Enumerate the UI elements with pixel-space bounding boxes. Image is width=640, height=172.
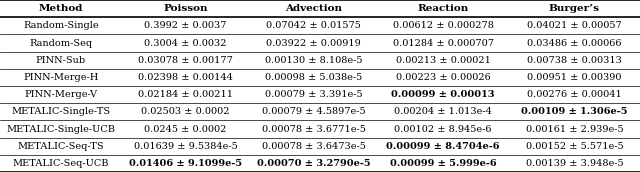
Text: 0.01284 ± 0.000707: 0.01284 ± 0.000707 bbox=[393, 39, 493, 47]
Text: 0.03922 ± 0.00919: 0.03922 ± 0.00919 bbox=[266, 39, 361, 47]
Text: 0.00152 ± 5.571e-5: 0.00152 ± 5.571e-5 bbox=[525, 142, 623, 151]
Text: 0.00078 ± 3.6473e-5: 0.00078 ± 3.6473e-5 bbox=[262, 142, 365, 151]
Text: 0.00098 ± 5.038e-5: 0.00098 ± 5.038e-5 bbox=[265, 73, 362, 82]
Text: 0.03078 ± 0.00177: 0.03078 ± 0.00177 bbox=[138, 56, 233, 65]
Text: 0.00204 ± 1.013e-4: 0.00204 ± 1.013e-4 bbox=[394, 107, 492, 116]
Text: 0.00951 ± 0.00390: 0.00951 ± 0.00390 bbox=[527, 73, 621, 82]
Text: 0.00276 ± 0.00041: 0.00276 ± 0.00041 bbox=[527, 90, 622, 99]
Text: 0.00161 ± 2.939e-5: 0.00161 ± 2.939e-5 bbox=[525, 125, 623, 133]
Text: Random-Single: Random-Single bbox=[23, 21, 99, 30]
Text: 0.00612 ± 0.000278: 0.00612 ± 0.000278 bbox=[393, 21, 493, 30]
Text: 0.00070 ± 3.2790e-5: 0.00070 ± 3.2790e-5 bbox=[257, 159, 371, 168]
Text: 0.3992 ± 0.0037: 0.3992 ± 0.0037 bbox=[145, 21, 227, 30]
Text: 0.03486 ± 0.00066: 0.03486 ± 0.00066 bbox=[527, 39, 621, 47]
Text: METALIC-Seq-UCB: METALIC-Seq-UCB bbox=[13, 159, 109, 168]
Text: 0.0245 ± 0.0002: 0.0245 ± 0.0002 bbox=[145, 125, 227, 133]
Text: METALIC-Single-UCB: METALIC-Single-UCB bbox=[6, 125, 115, 133]
Text: 0.00079 ± 4.5897e-5: 0.00079 ± 4.5897e-5 bbox=[262, 107, 365, 116]
Text: METALIC-Seq-TS: METALIC-Seq-TS bbox=[17, 142, 104, 151]
Text: Reaction: Reaction bbox=[417, 4, 469, 13]
Text: 0.00099 ± 5.999e-6: 0.00099 ± 5.999e-6 bbox=[390, 159, 497, 168]
Text: 0.01639 ± 9.5384e-5: 0.01639 ± 9.5384e-5 bbox=[134, 142, 237, 151]
Text: 0.02398 ± 0.00144: 0.02398 ± 0.00144 bbox=[138, 73, 233, 82]
Text: 0.00139 ± 3.948e-5: 0.00139 ± 3.948e-5 bbox=[525, 159, 623, 168]
Text: 0.00109 ± 1.306e-5: 0.00109 ± 1.306e-5 bbox=[521, 107, 628, 116]
Text: Random-Seq: Random-Seq bbox=[29, 39, 92, 47]
Text: 0.00078 ± 3.6771e-5: 0.00078 ± 3.6771e-5 bbox=[262, 125, 365, 133]
Text: Poisson: Poisson bbox=[163, 4, 208, 13]
Text: 0.02184 ± 0.00211: 0.02184 ± 0.00211 bbox=[138, 90, 233, 99]
Text: Burger’s: Burger’s bbox=[549, 4, 600, 13]
Text: 0.00102 ± 8.945e-6: 0.00102 ± 8.945e-6 bbox=[394, 125, 492, 133]
Text: 0.04021 ± 0.00057: 0.04021 ± 0.00057 bbox=[527, 21, 622, 30]
Text: Method: Method bbox=[38, 4, 83, 13]
Text: 0.00099 ± 0.00013: 0.00099 ± 0.00013 bbox=[392, 90, 495, 99]
Text: PINN-Merge-H: PINN-Merge-H bbox=[23, 73, 99, 82]
Text: METALIC-Single-TS: METALIC-Single-TS bbox=[12, 107, 110, 116]
Text: 0.00213 ± 0.00021: 0.00213 ± 0.00021 bbox=[396, 56, 491, 65]
Text: 0.07042 ± 0.01575: 0.07042 ± 0.01575 bbox=[266, 21, 361, 30]
Text: PINN-Sub: PINN-Sub bbox=[36, 56, 86, 65]
Text: 0.01406 ± 9.1099e-5: 0.01406 ± 9.1099e-5 bbox=[129, 159, 242, 168]
Text: 0.00099 ± 8.4704e-6: 0.00099 ± 8.4704e-6 bbox=[387, 142, 500, 151]
Text: 0.00738 ± 0.00313: 0.00738 ± 0.00313 bbox=[527, 56, 622, 65]
Text: 0.3004 ± 0.0032: 0.3004 ± 0.0032 bbox=[145, 39, 227, 47]
Text: Advection: Advection bbox=[285, 4, 342, 13]
Text: 0.00130 ± 8.108e-5: 0.00130 ± 8.108e-5 bbox=[265, 56, 362, 65]
Text: PINN-Merge-V: PINN-Merge-V bbox=[24, 90, 97, 99]
Text: 0.00079 ± 3.391e-5: 0.00079 ± 3.391e-5 bbox=[265, 90, 362, 99]
Text: 0.00223 ± 0.00026: 0.00223 ± 0.00026 bbox=[396, 73, 491, 82]
Text: 0.02503 ± 0.0002: 0.02503 ± 0.0002 bbox=[141, 107, 230, 116]
